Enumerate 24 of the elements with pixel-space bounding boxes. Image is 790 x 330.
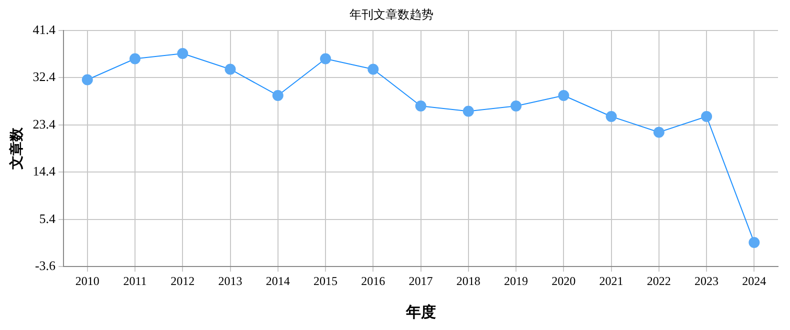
x-tick-label: 2023 [694, 274, 719, 288]
x-tick-label: 2010 [75, 274, 100, 288]
x-tick-label: 2021 [599, 274, 624, 288]
x-tick-label: 2013 [218, 274, 242, 288]
y-axis-title: 文章数 [8, 126, 26, 170]
y-tick-label: 5.4 [39, 210, 56, 226]
x-tick-label: 2014 [266, 274, 290, 288]
chart-title: 年刊文章数趋势 [350, 7, 434, 22]
x-tick-label: 2016 [361, 274, 386, 288]
x-tick-label: 2022 [646, 274, 671, 288]
x-tick-label: 2020 [552, 274, 576, 288]
x-tick-label: 2018 [456, 274, 480, 288]
x-tick-label: 2011 [123, 274, 147, 288]
y-tick-label: 41.4 [32, 22, 56, 37]
y-tick-label: -3.6 [34, 258, 56, 274]
y-tick-label: 23.4 [32, 116, 56, 132]
x-tick-label: 2017 [408, 274, 433, 288]
x-tick-label: 2015 [314, 274, 338, 288]
x-tick-label: 2019 [504, 274, 528, 288]
x-tick-label: 2012 [170, 274, 195, 288]
x-axis-title: 年度 [404, 302, 436, 321]
y-tick-label: 32.4 [32, 69, 56, 84]
x-tick-label: 2024 [742, 274, 766, 288]
y-tick-label: 14.4 [32, 164, 56, 179]
